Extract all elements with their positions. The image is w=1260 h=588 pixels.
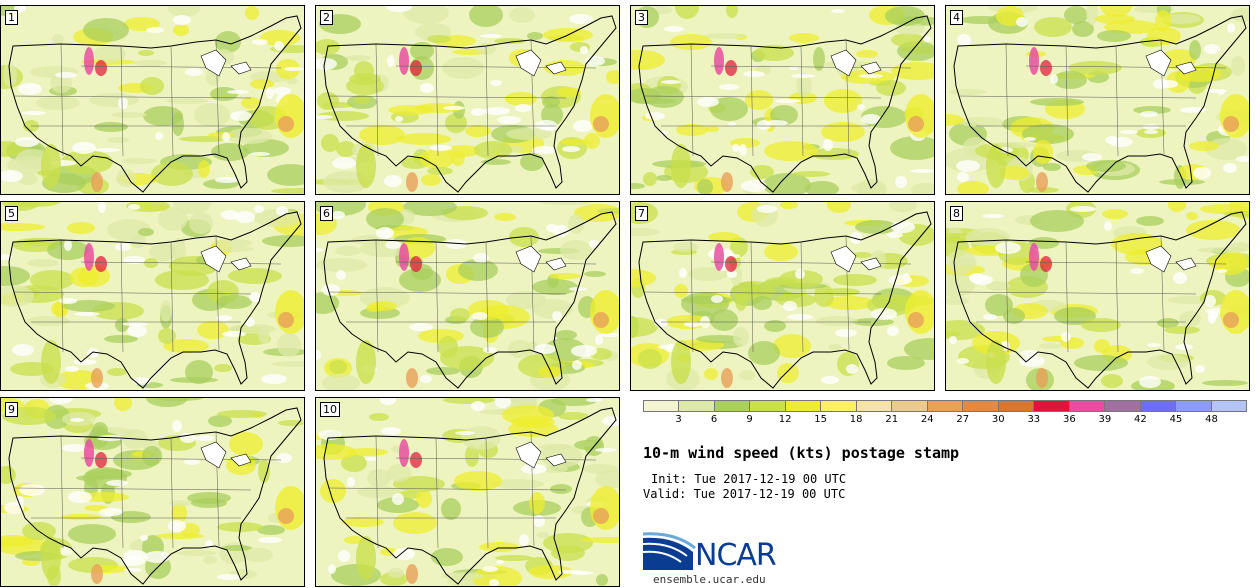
colorbar-segment [643,400,680,412]
member-panel-2[interactable]: 2 [315,5,620,195]
colorbar-tick-label: 18 [849,414,863,425]
colorbar-segment [1034,400,1070,412]
colorbar-tick-label: 21 [885,414,899,425]
colorbar-segment [714,400,751,412]
colorbar-tick-label: 9 [746,414,753,425]
member-panel-7[interactable]: 7 [630,201,935,391]
member-number: 2 [320,10,333,25]
colorbar-segment [1069,400,1106,412]
colorbar-segment [785,400,822,412]
colorbar-tick-label: 33 [1027,414,1041,425]
member-number: 4 [950,10,963,25]
member-number: 8 [950,206,963,221]
figure-title: 10-m wind speed (kts) postage stamp [643,444,960,462]
colorbar-tick-label: 12 [778,414,792,425]
colorbar-segment [1176,400,1212,412]
colorbar-tick-label: 6 [710,414,718,425]
colorbar-segment [750,400,786,412]
member-panel-9[interactable]: 9 [0,397,305,587]
member-number: 10 [320,402,340,417]
member-panel-3[interactable]: 3 [630,5,935,195]
colorbar-tick-label: 3 [675,414,682,425]
colorbar-tick-label: 24 [920,414,934,425]
member-panel-4[interactable]: 4 [945,5,1250,195]
colorbar-segment [1105,400,1141,412]
member-number: 3 [635,10,648,25]
colorbar-tick-label: 15 [814,414,828,425]
colorbar-segment [679,400,715,412]
colorbar-tick-label: 30 [991,414,1005,425]
colorbar-segment [856,400,893,412]
member-panel-5[interactable]: 5 [0,201,305,391]
colorbar-tick-label: 39 [1098,414,1112,425]
colorbar-segment [1211,400,1247,412]
member-panel-1[interactable]: 1 [0,5,305,195]
logo-url[interactable]: ensemble.ucar.edu [653,573,766,586]
colorbar-tick-label: 36 [1062,414,1076,425]
member-number: 5 [5,206,18,221]
member-number: 9 [5,402,18,417]
colorbar [643,400,1247,412]
member-panel-8[interactable]: 8 [945,201,1250,391]
colorbar-segment [963,400,999,412]
colorbar-tick-label: 27 [956,414,970,425]
member-number: 6 [320,206,333,221]
logo-name: NCAR [695,538,777,573]
colorbar-segment [892,400,928,412]
colorbar-segment [927,400,964,412]
colorbar-segment [821,400,857,412]
member-number: 7 [635,206,648,221]
member-panel-6[interactable]: 6 [315,201,620,391]
colorbar-segment [1140,400,1177,412]
colorbar-tick-label: 45 [1169,414,1183,425]
ncar-logo-icon [643,532,696,570]
colorbar-ticks: 3 6 9 12 15 18 21 24 27 30 33 36 39 42 45 48 [643,414,1247,428]
member-panel-10[interactable]: 10 [315,397,620,587]
colorbar-segment [998,400,1035,412]
init-time: Init: Tue 2017-12-19 00 UTC [651,472,847,486]
colorbar-tick-label: 42 [1134,414,1147,425]
colorbar-tick-label: 48 [1205,414,1218,425]
valid-time: Valid: Tue 2017-12-19 00 UTC [643,487,846,501]
member-number: 1 [5,10,18,25]
